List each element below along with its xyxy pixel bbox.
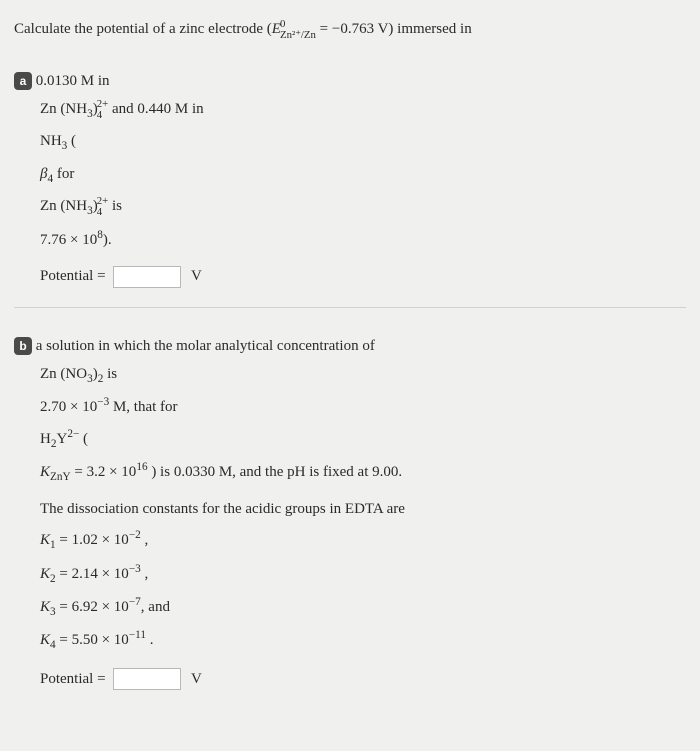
header-suffix: ) immersed in <box>388 21 471 37</box>
header-equals: = <box>316 21 332 37</box>
kzny-k: K <box>40 464 50 480</box>
badge-a: a <box>14 72 32 90</box>
potential-label-b: Potential = <box>40 671 106 687</box>
potential-input-a[interactable] <box>113 266 181 288</box>
page-container: Calculate the potential of a zinc electr… <box>0 0 700 751</box>
is-text: is <box>112 198 122 214</box>
e-supsub: 0Zn²⁺/Zn <box>280 19 316 41</box>
zn-no3: Zn (NO <box>40 366 87 382</box>
zn-complex-2: Zn (NH <box>40 198 87 214</box>
a-value: 7.76 × 10 <box>40 232 97 248</box>
h2y: H <box>40 431 51 447</box>
b-val1: 2.70 × 10 <box>40 399 97 415</box>
nh3: NH <box>40 133 62 149</box>
badge-b: b <box>14 337 32 355</box>
a-line1: 0.0130 M in <box>36 73 110 89</box>
potential-input-b[interactable] <box>113 668 181 690</box>
header-value: −0.763 V <box>332 21 389 37</box>
unit-b: V <box>191 671 202 687</box>
b-line1: a solution in which the molar analytical… <box>36 338 375 354</box>
dissoc-text: The dissociation constants for the acidi… <box>40 501 405 517</box>
section-b: b a solution in which the molar analytic… <box>14 332 686 710</box>
potential-label-a: Potential = <box>40 268 106 284</box>
header-prefix: Calculate the potential of a zinc electr… <box>14 21 272 37</box>
section-a: a 0.0130 M in Zn (NH3)2+4 and 0.440 M in… <box>14 67 686 308</box>
a-and: and 0.440 M in <box>112 101 204 117</box>
zn-supsub: 2+4 <box>97 99 109 121</box>
zn-complex: Zn (NH <box>40 101 87 117</box>
question-header: Calculate the potential of a zinc electr… <box>14 18 686 41</box>
unit-a: V <box>191 268 202 284</box>
